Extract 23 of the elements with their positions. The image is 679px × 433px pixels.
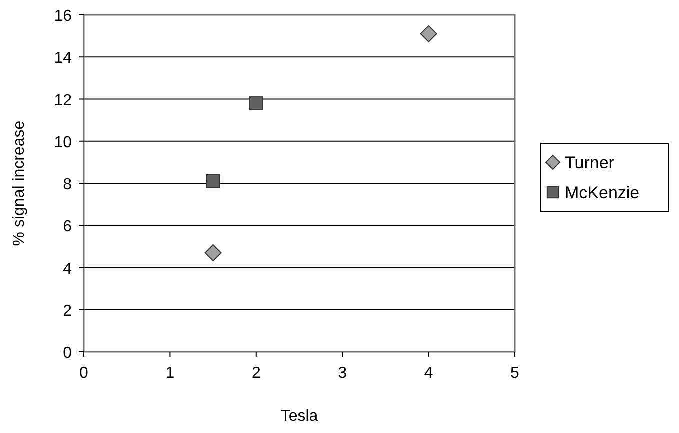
x-tick-label: 3: [338, 365, 348, 382]
y-tick-label: 10: [54, 134, 72, 152]
y-tick-label: 6: [63, 218, 72, 236]
legend-label: McKenzie: [565, 184, 640, 202]
x-tick-label: 1: [166, 365, 175, 382]
point: [420, 25, 438, 42]
point: [250, 96, 264, 110]
y-tick-label: 16: [54, 8, 72, 25]
x-tick-label: 4: [424, 365, 434, 382]
y-tick-label: 4: [63, 260, 72, 278]
y-tick-label: 2: [63, 302, 72, 320]
x-tick-label: 0: [80, 365, 89, 382]
x-tick-label: 2: [252, 365, 261, 382]
y-tick-label: 0: [63, 345, 72, 362]
point: [204, 244, 222, 262]
y-axis-title: % signal increase: [11, 120, 28, 246]
point: [206, 174, 220, 188]
x-axis-title: Tesla: [280, 408, 318, 425]
y-tick-label: 14: [54, 50, 72, 68]
legend-label: Turner: [565, 154, 615, 172]
x-tick-label: 5: [510, 365, 520, 382]
y-tick-label: 8: [63, 176, 72, 194]
y-tick-label: 12: [54, 92, 72, 110]
